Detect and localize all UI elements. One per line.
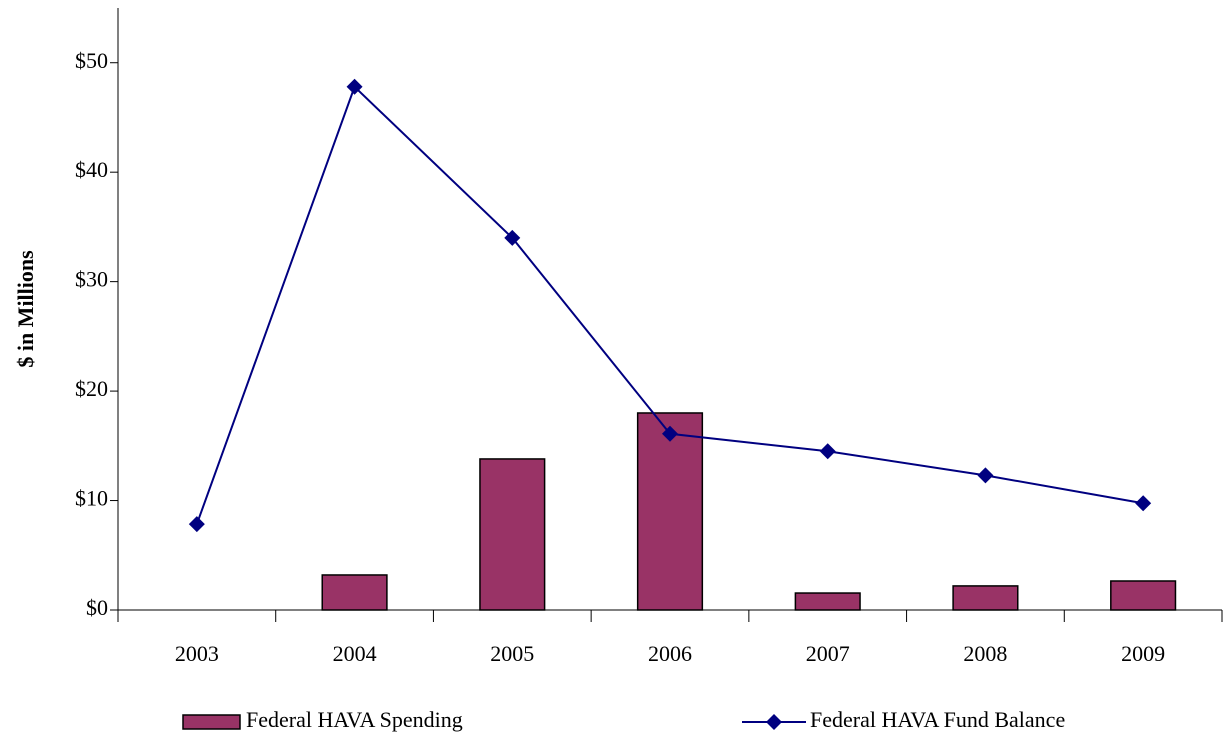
- y-axis-label: $ in Millions: [13, 250, 38, 368]
- marker: [346, 78, 363, 95]
- bar: [321, 574, 388, 611]
- y-tick-label: $40: [75, 157, 108, 182]
- legend-label: Federal HAVA Fund Balance: [810, 707, 1065, 732]
- marker: [188, 516, 205, 533]
- y-tick-label: $10: [75, 486, 108, 511]
- bar: [479, 458, 546, 611]
- bar: [1110, 580, 1177, 611]
- bar: [952, 585, 1019, 611]
- legend-label: Federal HAVA Spending: [246, 707, 463, 732]
- bar: [794, 592, 861, 611]
- marker: [662, 425, 678, 442]
- bar: [636, 412, 704, 611]
- y-tick-label: $0: [86, 595, 108, 620]
- y-tick-label: $30: [75, 267, 108, 292]
- y-tick-label: $50: [75, 48, 108, 73]
- marker: [819, 443, 836, 460]
- y-tick-label: $20: [75, 376, 108, 401]
- marker: [1135, 495, 1152, 512]
- x-tick-label: 2004: [333, 641, 377, 666]
- x-tick-label: 2009: [1121, 641, 1165, 666]
- x-tick-label: 2008: [963, 641, 1007, 666]
- marker: [977, 467, 994, 484]
- legend-swatch: [182, 714, 241, 730]
- x-tick-label: 2007: [806, 641, 850, 666]
- marker: [504, 229, 521, 246]
- marker: [766, 714, 782, 730]
- x-tick-label: 2006: [648, 641, 692, 666]
- x-tick-label: 2003: [175, 641, 219, 666]
- x-tick-label: 2005: [490, 641, 534, 666]
